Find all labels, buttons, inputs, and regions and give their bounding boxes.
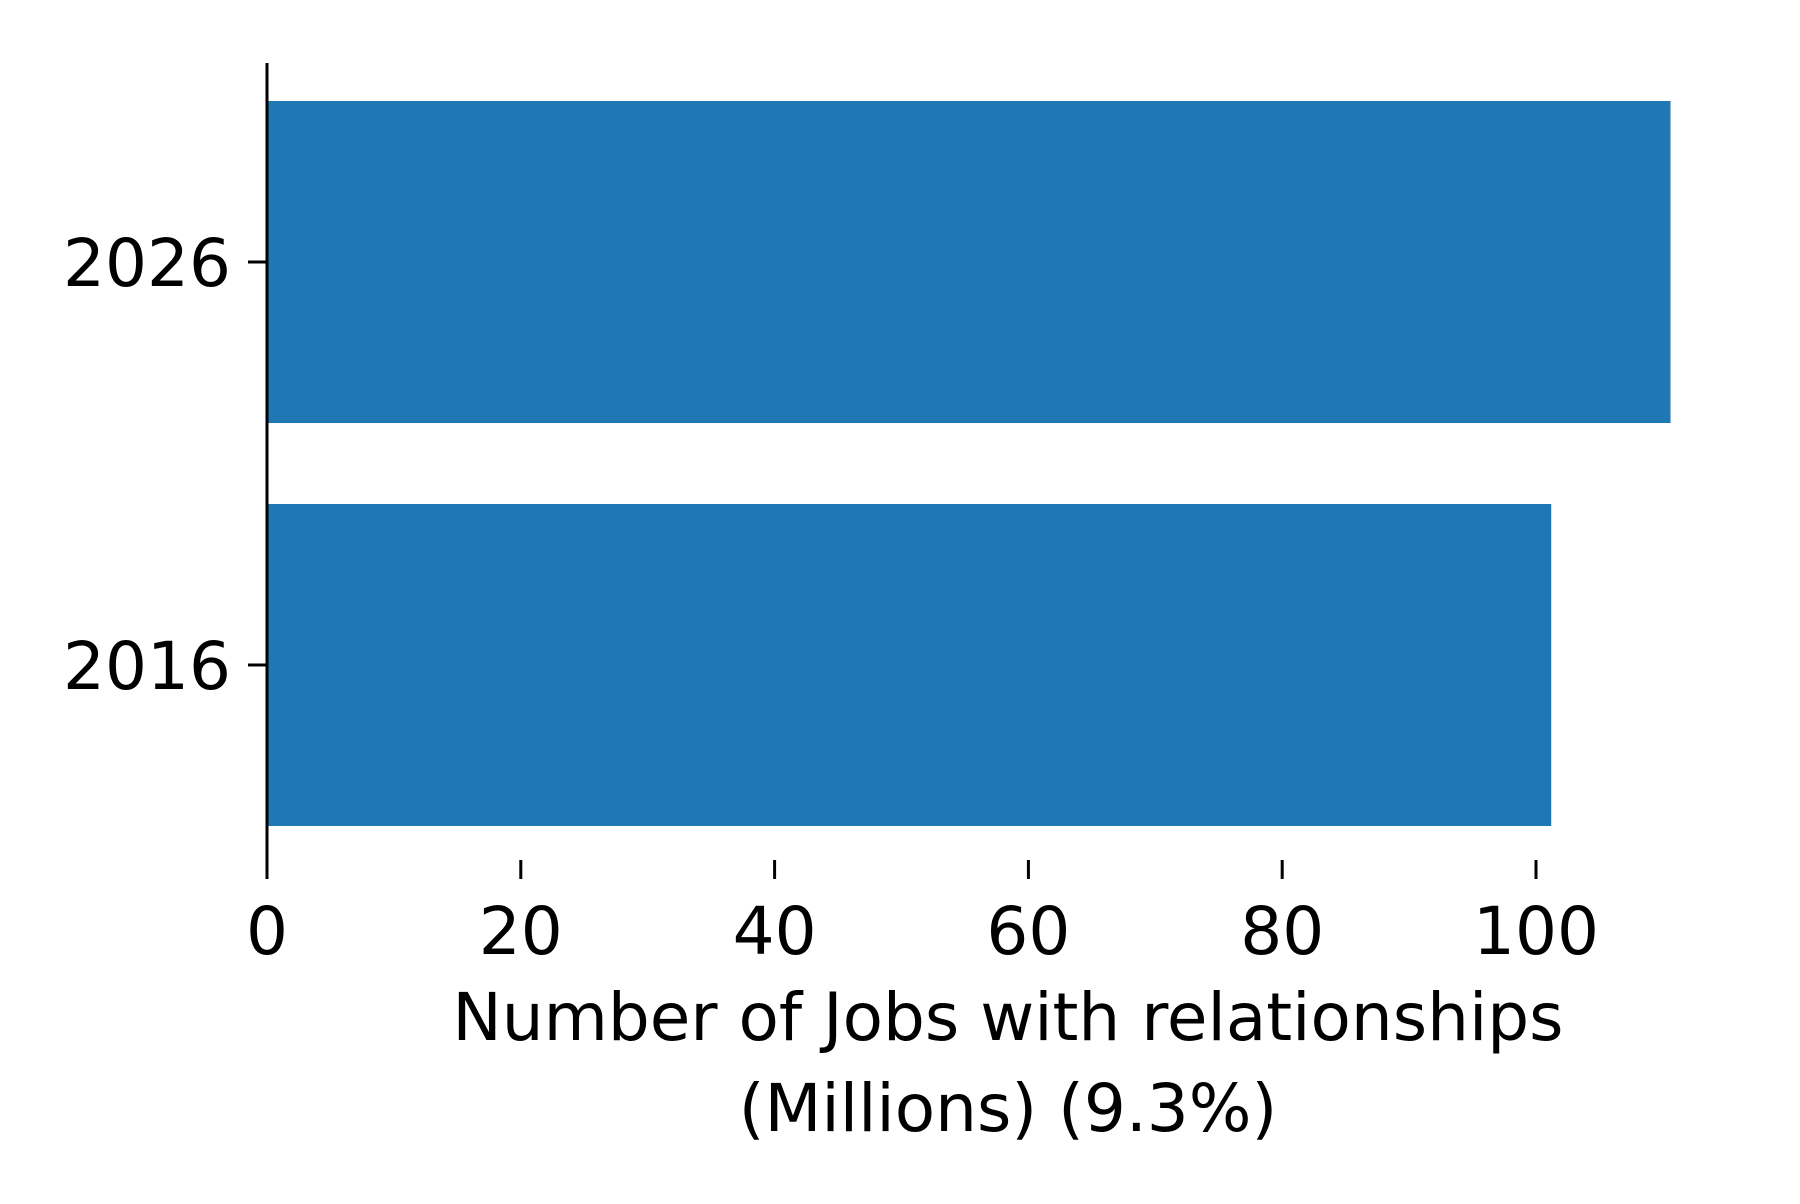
x-tick-label-40: 40 xyxy=(733,893,817,970)
x-axis-label-line-1: Number of Jobs with relationships xyxy=(452,979,1563,1056)
x-axis-label-line-2: (Millions) (9.3%) xyxy=(739,1070,1278,1147)
y-ticks-layer: 2026 2016 xyxy=(63,225,267,705)
bar-2026 xyxy=(267,101,1671,423)
x-tick-label-80: 80 xyxy=(1240,893,1324,970)
x-tick-label-100: 100 xyxy=(1473,893,1599,970)
x-tick-label-0: 0 xyxy=(246,893,288,970)
bars-layer xyxy=(267,101,1671,826)
x-ticks-layer: 0 20 40 60 80 100 xyxy=(246,860,1599,970)
y-tick-label-2016: 2016 xyxy=(63,628,231,705)
y-tick-label-2026: 2026 xyxy=(63,225,231,302)
x-tick-label-60: 60 xyxy=(986,893,1070,970)
x-tick-label-20: 20 xyxy=(479,893,563,970)
x-axis-label: Number of Jobs with relationships (Milli… xyxy=(452,979,1563,1147)
bar-2016 xyxy=(267,504,1552,826)
